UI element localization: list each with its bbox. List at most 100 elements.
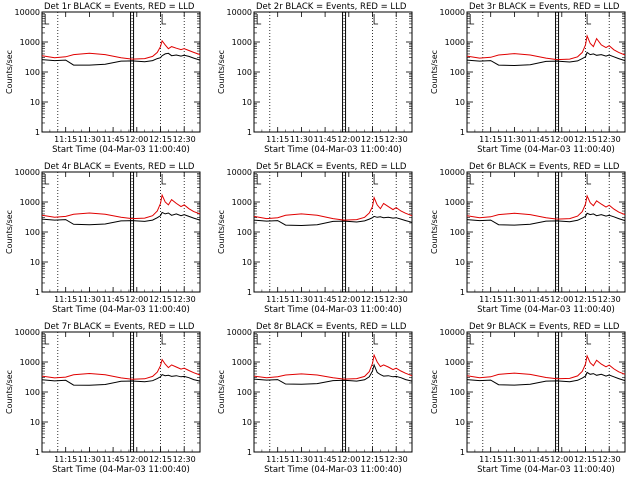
y-tick-label: 100 [450, 388, 465, 397]
x-axis-label: Start Time (04-Mar-03 11:00:40) [477, 145, 615, 155]
y-tick-label: 1 [247, 448, 252, 457]
series-line-lld [41, 193, 201, 220]
x-tick-label: 11:45 [527, 455, 550, 464]
y-axis-label: Counts/sec [5, 370, 14, 414]
x-tick-label: 12:15 [361, 295, 384, 304]
x-tick-label: 12:30 [173, 135, 196, 144]
y-tick-label: 100 [25, 228, 40, 237]
x-tick-label: 11:30 [503, 135, 526, 144]
y-tick-label: 1000 [232, 358, 252, 367]
chart-title: Det 2r BLACK = Events, RED = LLD [256, 2, 407, 12]
y-tick-label: 1000 [20, 198, 40, 207]
chart-panel-2: Det 2r BLACK = Events, RED = LLD 1 10 100 10… [217, 2, 413, 155]
bracket-marker [373, 174, 379, 185]
y-tick-label: 10 [242, 258, 252, 267]
x-tick-label: 12:00 [337, 455, 360, 464]
x-tick-label: 11:30 [78, 135, 101, 144]
series-line-lld [253, 353, 413, 380]
series-line-lld [466, 354, 626, 380]
y-tick-label: 1000 [20, 38, 40, 47]
y-tick-label: 10000 [15, 168, 40, 177]
series-line-events [253, 215, 413, 227]
chart-title: Det 1r BLACK = Events, RED = LLD [44, 2, 195, 12]
x-axis-label: Start Time (04-Mar-03 11:00:40) [52, 465, 190, 475]
y-tick-label: 10000 [227, 8, 252, 17]
y-tick-label: 100 [237, 68, 252, 77]
y-tick-label: 1 [35, 288, 40, 297]
y-tick-label: 100 [25, 68, 40, 77]
chart-title: Det 5r BLACK = Events, RED = LLD [256, 162, 407, 172]
bracket-marker [586, 14, 592, 25]
y-tick-label: 10000 [15, 8, 40, 17]
bracket-marker [469, 14, 475, 25]
x-axis-label: Start Time (04-Mar-03 11:00:40) [264, 145, 402, 155]
plot-frame [41, 331, 201, 453]
y-tick-label: 100 [450, 228, 465, 237]
plot-frame [253, 11, 413, 133]
y-tick-label: 10 [455, 258, 465, 267]
x-tick-label: 12:30 [598, 135, 621, 144]
y-tick-label: 1000 [232, 38, 252, 47]
y-tick-label: 10000 [440, 168, 465, 177]
y-tick-label: 1 [460, 448, 465, 457]
series-line-events [466, 212, 626, 226]
x-tick-label: 11:45 [314, 295, 337, 304]
chart-panel-1: Det 1r BLACK = Events, RED = LLD 1 10 100 10… [5, 2, 201, 155]
bracket-marker [161, 334, 167, 345]
y-axis-label: Counts/sec [430, 50, 439, 94]
plot-frame [253, 331, 413, 453]
y-axis-label: Counts/sec [430, 370, 439, 414]
plot-frame [466, 171, 626, 293]
x-tick-label: 12:00 [550, 135, 573, 144]
series-line-events [41, 374, 201, 386]
x-tick-label: 11:45 [527, 295, 550, 304]
x-tick-label: 12:30 [385, 135, 408, 144]
x-tick-label: 12:15 [361, 455, 384, 464]
y-tick-label: 1000 [232, 198, 252, 207]
plot-frame [253, 171, 413, 293]
chart-panel-4: Det 4r BLACK = Events, RED = LLD 1 10 100 10… [5, 162, 201, 315]
x-tick-label: 11:30 [78, 455, 101, 464]
x-tick-label: 11:15 [54, 455, 77, 464]
y-tick-label: 100 [450, 68, 465, 77]
chart-panel-7: Det 7r BLACK = Events, RED = LLD 1 10 100 10… [5, 322, 201, 475]
chart-title: Det 6r BLACK = Events, RED = LLD [469, 162, 620, 172]
x-tick-label: 12:00 [550, 295, 573, 304]
y-tick-label: 1000 [445, 38, 465, 47]
y-tick-label: 10000 [440, 328, 465, 337]
x-tick-label: 12:30 [598, 455, 621, 464]
y-tick-label: 1 [460, 288, 465, 297]
x-axis-label: Start Time (04-Mar-03 11:00:40) [477, 305, 615, 315]
y-tick-label: 100 [25, 388, 40, 397]
bracket-marker [44, 174, 50, 185]
bracket-marker [44, 334, 50, 345]
x-tick-label: 12:15 [149, 455, 172, 464]
x-tick-label: 12:30 [385, 455, 408, 464]
chart-panel-3: Det 3r BLACK = Events, RED = LLD 1 10 100 10… [430, 2, 626, 155]
y-tick-label: 10 [30, 98, 40, 107]
x-axis-label: Start Time (04-Mar-03 11:00:40) [264, 465, 402, 475]
bracket-marker [373, 14, 379, 25]
x-tick-label: 11:45 [527, 135, 550, 144]
x-tick-label: 12:30 [173, 455, 196, 464]
x-tick-label: 11:30 [290, 295, 313, 304]
y-tick-label: 1 [247, 288, 252, 297]
bracket-marker [256, 334, 262, 345]
y-tick-label: 1 [35, 128, 40, 137]
y-tick-label: 1 [247, 128, 252, 137]
plot-frame [41, 11, 201, 133]
plot-frame [41, 171, 201, 293]
y-axis-label: Counts/sec [217, 370, 226, 414]
x-tick-label: 11:15 [479, 135, 502, 144]
y-axis-label: Counts/sec [5, 50, 14, 94]
y-tick-label: 10000 [15, 328, 40, 337]
y-tick-label: 100 [237, 388, 252, 397]
chart-title: Det 4r BLACK = Events, RED = LLD [44, 162, 195, 172]
x-tick-label: 12:30 [385, 295, 408, 304]
x-tick-label: 11:45 [102, 455, 125, 464]
bracket-marker [373, 334, 379, 345]
x-tick-label: 11:15 [479, 455, 502, 464]
x-tick-label: 11:30 [290, 455, 313, 464]
bracket-marker [586, 334, 592, 345]
